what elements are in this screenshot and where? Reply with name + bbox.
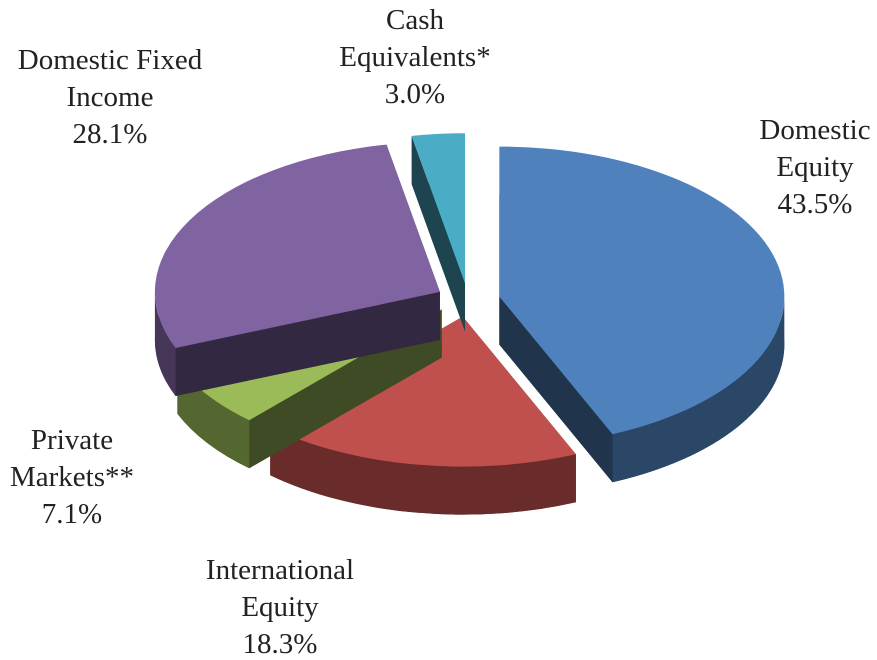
label-name: Private Markets**: [9, 424, 135, 493]
slice-label: Domestic Fixed Income 28.1%: [10, 42, 210, 153]
slice-top: [499, 146, 785, 435]
label-name: Domestic Fixed Income: [17, 44, 203, 113]
slice-side: [154, 291, 176, 397]
label-value: 43.5%: [777, 188, 853, 220]
slice-label: Cash Equivalents* 3.0%: [315, 2, 515, 113]
slice: [499, 146, 785, 483]
slice: [411, 133, 465, 332]
label-name: Cash Equivalents*: [339, 4, 491, 73]
slice-top: [270, 316, 576, 467]
label-name: International Equity: [205, 554, 355, 623]
label-value: 7.1%: [41, 498, 103, 530]
slice-side: [612, 296, 785, 483]
label-value: 18.3%: [242, 628, 318, 660]
label-value: 3.0%: [384, 78, 446, 110]
slice-label: International Equity 18.3%: [180, 552, 380, 660]
label-value: 28.1%: [72, 118, 148, 150]
slice-label: Private Markets** 7.1%: [0, 422, 147, 533]
slice-top: [154, 144, 440, 349]
slice-label: Domestic Equity 43.5%: [740, 112, 877, 223]
slice-side: [270, 427, 576, 515]
slice: [154, 144, 440, 397]
slice-wall: [175, 291, 440, 397]
label-name: Domestic Equity: [759, 114, 871, 183]
slice-wall: [411, 135, 465, 332]
slice-top: [411, 133, 465, 284]
slice-wall: [499, 296, 613, 483]
